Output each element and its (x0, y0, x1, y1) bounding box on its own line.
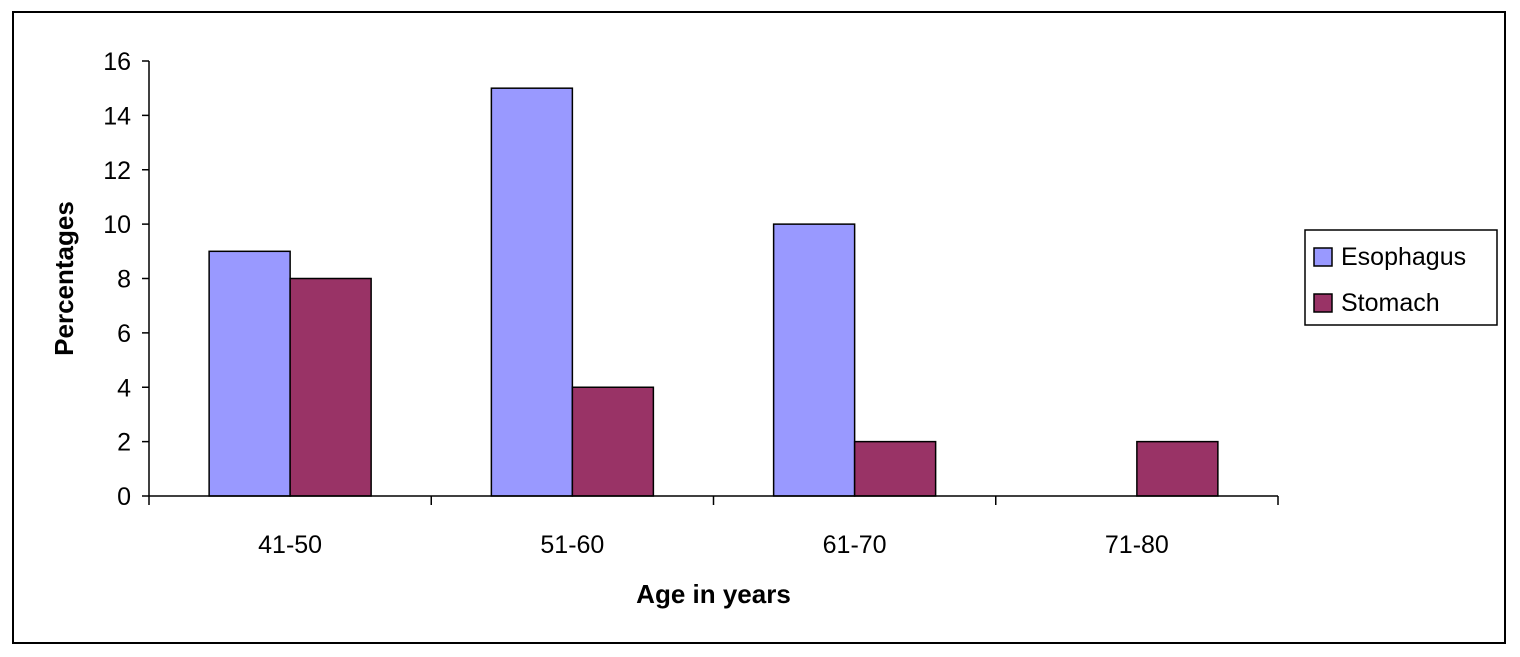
bar-esophagus-51-60 (490, 87, 574, 497)
bar-esophagus-61-70 (772, 223, 856, 497)
y-tick-label: 14 (103, 102, 131, 130)
bar-stomach-61-70 (853, 440, 937, 497)
legend-swatch-esophagus (1313, 247, 1333, 267)
legend-swatch-stomach (1313, 293, 1333, 313)
x-tick-label: 51-60 (540, 531, 604, 559)
x-axis-ticks: 41-50 51-60 61-70 71-80 (148, 496, 1279, 559)
y-tick-label: 8 (117, 266, 131, 294)
legend-box (1304, 229, 1498, 326)
y-tick-label: 4 (117, 374, 131, 402)
y-tick-label: 16 (103, 48, 131, 76)
y-tick-label: 12 (103, 157, 131, 185)
bars-layer (208, 87, 1219, 497)
x-tick-label: 71-80 (1105, 531, 1169, 559)
y-tick-label: 0 (117, 483, 131, 511)
y-axis-ticks: 0 2 4 6 8 10 12 14 16 (103, 48, 149, 511)
y-axis-title: Percentages (49, 201, 79, 356)
x-axis-title: Age in years (636, 579, 791, 609)
y-tick-label: 10 (103, 211, 131, 239)
bar-stomach-41-50 (289, 277, 372, 497)
bar-stomach-71-80 (1136, 440, 1219, 497)
y-tick-label: 6 (117, 320, 131, 348)
legend-label-esophagus: Esophagus (1341, 243, 1466, 271)
x-tick-label: 41-50 (258, 531, 322, 559)
x-tick-label: 61-70 (823, 531, 887, 559)
legend-label-stomach: Stomach (1341, 289, 1440, 317)
y-tick-label: 2 (117, 429, 131, 457)
bar-esophagus-41-50 (208, 250, 291, 497)
bar-stomach-51-60 (571, 386, 655, 497)
legend: Esophagus Stomach (1304, 229, 1498, 326)
